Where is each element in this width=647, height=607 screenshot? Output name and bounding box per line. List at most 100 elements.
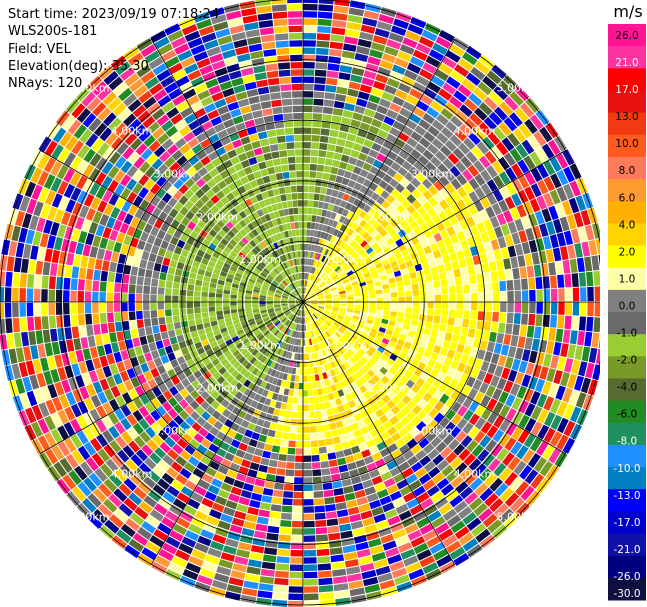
range-gate	[550, 288, 558, 302]
range-gate	[505, 422, 518, 436]
range-gate	[520, 485, 535, 501]
range-gate	[168, 562, 185, 575]
range-gate	[316, 425, 324, 433]
range-gate	[314, 76, 326, 84]
range-gate	[281, 305, 288, 308]
range-gate	[217, 319, 225, 325]
range-gate	[236, 549, 250, 559]
range-gate	[339, 434, 348, 443]
range-gate	[347, 248, 355, 255]
range-gate	[587, 379, 598, 396]
range-gate	[327, 259, 333, 266]
range-gate	[321, 387, 328, 395]
range-gate	[114, 156, 127, 169]
range-gate	[555, 152, 569, 169]
range-gate	[224, 317, 232, 323]
range-gate	[193, 296, 201, 302]
range-gate	[281, 317, 287, 323]
range-gate	[322, 372, 328, 380]
range-gate	[28, 331, 37, 346]
range-gate	[481, 330, 490, 341]
range-gate	[98, 503, 113, 519]
range-gate	[430, 266, 439, 275]
range-gate	[111, 454, 124, 468]
range-gate	[202, 281, 210, 288]
range-gate	[309, 178, 316, 186]
range-gate	[378, 327, 386, 333]
range-gate	[260, 457, 270, 466]
range-gate	[297, 296, 303, 302]
range-gate	[332, 108, 344, 116]
range-gate	[346, 499, 358, 509]
range-gate	[297, 302, 303, 308]
range-gate	[405, 290, 412, 297]
range-gate	[220, 552, 235, 562]
range-gate	[324, 322, 330, 328]
range-gate	[272, 377, 278, 385]
range-gate	[448, 96, 463, 109]
range-gate	[169, 530, 184, 542]
range-gate	[271, 445, 281, 453]
range-gate	[166, 467, 179, 479]
range-gate	[315, 277, 320, 284]
range-gate	[263, 443, 273, 452]
range-gate	[227, 429, 237, 439]
range-gate	[113, 170, 126, 183]
range-gate	[214, 233, 223, 242]
range-gate	[192, 467, 205, 479]
range-gate	[525, 490, 541, 506]
range-gate	[68, 470, 82, 486]
range-gate	[405, 296, 413, 302]
range-gate	[401, 395, 412, 405]
range-gate	[505, 408, 517, 422]
range-gate	[317, 432, 325, 440]
range-gate	[299, 361, 303, 368]
range-gate	[394, 326, 402, 334]
range-gate	[303, 83, 314, 91]
range-gate	[315, 62, 328, 70]
range-gate	[401, 188, 411, 199]
range-gate	[273, 242, 279, 250]
range-gate	[359, 122, 371, 132]
range-gate	[300, 302, 303, 309]
range-gate	[325, 151, 335, 159]
range-gate	[333, 487, 344, 496]
range-gate	[355, 541, 369, 551]
range-gate	[489, 477, 503, 492]
range-gate	[550, 398, 561, 414]
range-gate	[288, 303, 295, 305]
range-gate	[200, 183, 211, 194]
range-gate	[409, 427, 420, 438]
range-gate	[480, 394, 491, 407]
range-gate	[537, 179, 549, 195]
range-gate	[303, 571, 318, 579]
range-gate	[281, 98, 293, 106]
range-gate	[87, 257, 96, 269]
range-gate	[430, 329, 439, 338]
range-gate	[252, 485, 264, 495]
range-gate	[133, 397, 144, 409]
range-gate	[107, 165, 120, 179]
range-gate	[50, 428, 63, 444]
range-gate	[144, 457, 157, 470]
range-gate	[284, 278, 290, 285]
range-gate	[448, 286, 456, 294]
range-gate	[65, 453, 79, 469]
range-gate	[266, 298, 274, 301]
range-gate	[340, 363, 347, 372]
range-gate	[562, 259, 571, 274]
range-gate	[367, 283, 375, 288]
range-gate	[499, 312, 507, 323]
range-gate	[257, 322, 265, 328]
range-gate	[64, 265, 73, 278]
range-gate	[317, 307, 324, 311]
range-gate	[311, 322, 315, 330]
range-gate	[137, 110, 151, 123]
range-gate	[128, 204, 139, 216]
range-gate	[296, 309, 300, 316]
range-gate	[381, 279, 389, 285]
range-gate	[287, 396, 293, 404]
range-gate	[593, 270, 600, 286]
range-gate	[430, 156, 442, 168]
range-gate	[173, 229, 183, 239]
